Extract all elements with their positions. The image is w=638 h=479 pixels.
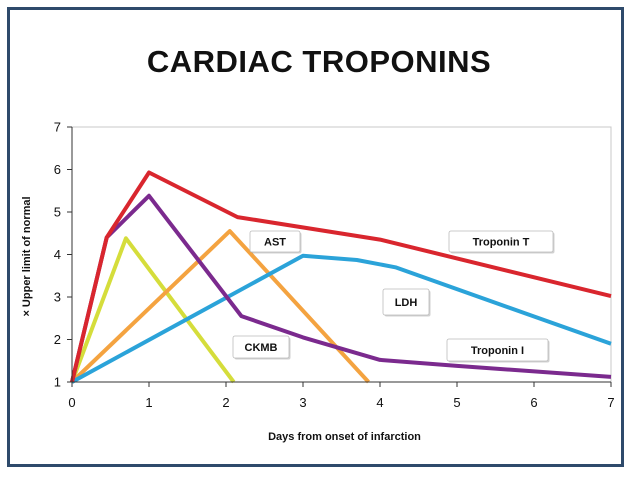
callout-ldh: LDH xyxy=(382,288,431,317)
x-tick-label: 0 xyxy=(68,395,75,410)
y-axis-title: × Upper limit of normal xyxy=(21,196,33,316)
series-line-ast xyxy=(70,229,370,384)
callout-label: AST xyxy=(264,237,286,249)
x-tick-label: 4 xyxy=(376,395,383,410)
callout-box xyxy=(232,335,290,359)
series-line-troponin-i xyxy=(70,193,612,383)
y-tick-label: 3 xyxy=(54,290,61,305)
y-tick-label: 1 xyxy=(54,375,61,390)
callout-box xyxy=(448,230,554,253)
x-axis-title: Days from onset of infarction xyxy=(268,431,421,443)
callout-ckmb: CKMB xyxy=(232,335,291,360)
callout-troponin-t: Troponin T xyxy=(448,230,555,254)
callout-box xyxy=(446,338,549,362)
callout-label: CKMB xyxy=(245,342,278,354)
y-tick-label: 6 xyxy=(54,162,61,177)
x-tick-label: 7 xyxy=(607,395,614,410)
callout-label: Troponin T xyxy=(473,237,530,249)
callout-label: Troponin I xyxy=(471,345,524,357)
x-tick-label: 2 xyxy=(222,395,229,410)
y-tick-label: 2 xyxy=(54,332,61,347)
callout-troponin-i: Troponin I xyxy=(446,338,550,363)
y-tick-label: 5 xyxy=(54,205,61,220)
y-tick-label: 7 xyxy=(54,120,61,135)
y-tick-label: 4 xyxy=(54,247,61,262)
x-tick-label: 5 xyxy=(453,395,460,410)
callout-label: LDH xyxy=(395,297,418,309)
x-tick-label: 1 xyxy=(145,395,152,410)
series-line-ckmb xyxy=(70,236,236,384)
slide-title: CARDIAC TROPONINS xyxy=(146,44,492,79)
callout-ast: AST xyxy=(249,230,302,254)
series-line-troponin-t xyxy=(70,170,612,383)
x-tick-label: 3 xyxy=(299,395,306,410)
x-tick-label: 6 xyxy=(530,395,537,410)
callout-box xyxy=(249,230,301,253)
callout-box xyxy=(382,288,430,316)
